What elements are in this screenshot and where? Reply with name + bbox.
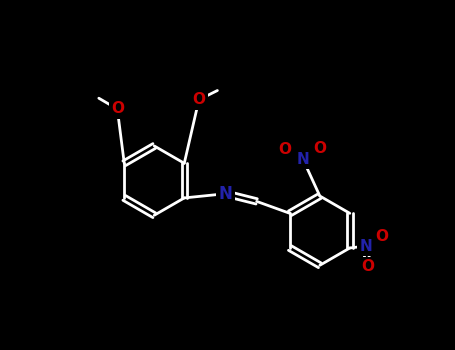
Text: N: N [359,239,372,253]
Text: O: O [192,92,205,107]
Text: O: O [313,141,326,156]
Text: N: N [219,185,233,203]
Text: O: O [376,229,389,244]
Text: O: O [361,259,374,274]
Text: N: N [297,152,309,167]
Text: O: O [278,142,292,157]
Text: O: O [111,102,124,117]
